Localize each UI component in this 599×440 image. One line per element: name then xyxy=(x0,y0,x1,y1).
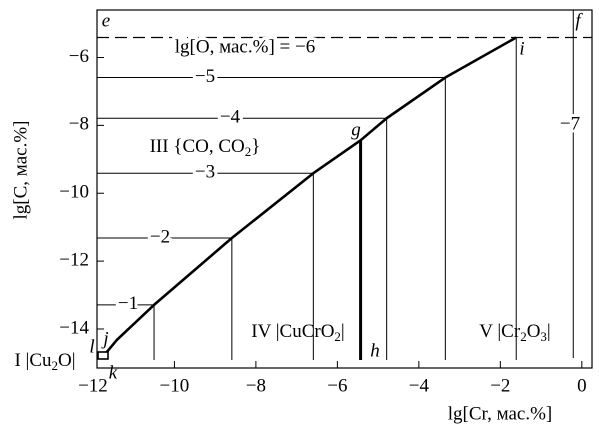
x-tick-label: −4 xyxy=(409,375,430,396)
region-label-part: 2 xyxy=(52,358,59,373)
region-label-part: IV |CuCrO xyxy=(251,321,334,342)
cu2o-box xyxy=(97,351,109,360)
x-tick-label: −2 xyxy=(490,375,510,396)
isoline-label: −4 xyxy=(220,107,241,128)
region-label-part: 2 xyxy=(245,144,252,159)
region-label-part: 3 xyxy=(540,329,547,344)
region-label: III {CO, CO2} xyxy=(150,136,261,159)
region-label-part: V |Cr xyxy=(479,321,521,342)
region-label-part: } xyxy=(251,136,260,157)
x-tick-label: −10 xyxy=(160,375,190,396)
region-label-part: | xyxy=(547,321,551,342)
plot-frame xyxy=(96,9,593,369)
isoline-label: −3 xyxy=(195,162,215,183)
x-tick-label: 0 xyxy=(577,375,587,396)
region-label-part: | xyxy=(341,321,345,342)
point-label: i xyxy=(519,38,524,59)
region-label: V |Cr2O3| xyxy=(479,321,550,344)
isoline-label: −7 xyxy=(560,113,580,134)
x-tick-label: −6 xyxy=(327,375,347,396)
o-label: lg[O, мас.%] = −6 xyxy=(175,36,315,57)
y-tick-label: −6 xyxy=(69,46,89,67)
y-tick-label: −10 xyxy=(59,182,89,203)
y-axis-title: lg[C, мас.%] xyxy=(10,121,31,220)
point-label: j xyxy=(100,328,108,349)
isoline-label: −5 xyxy=(195,66,215,87)
region-label-part: III {CO, CO xyxy=(150,136,245,157)
y-tick-label: −8 xyxy=(69,114,89,135)
boundary-line xyxy=(105,36,517,353)
x-axis-title: lg[Cr, мас.%] xyxy=(448,403,553,424)
point-label: e xyxy=(102,10,110,31)
y-tick-label: −14 xyxy=(59,317,89,338)
x-tick-label: −8 xyxy=(246,375,266,396)
region-label-part: 2 xyxy=(520,329,527,344)
point-label: l xyxy=(89,336,94,357)
point-label: f xyxy=(575,10,583,31)
point-label: k xyxy=(109,362,118,383)
isoline-label: −2 xyxy=(150,226,170,247)
region-label-part: O xyxy=(527,321,541,342)
region-label-part: O| xyxy=(58,350,76,371)
isoline-label: −1 xyxy=(118,293,138,314)
point-label: h xyxy=(370,340,380,361)
x-tick-label: −12 xyxy=(78,375,108,396)
region-label: IV |CuCrO2| xyxy=(251,321,344,344)
point-label: g xyxy=(351,119,361,140)
region-label: I |Cu2O| xyxy=(14,350,75,373)
y-tick-label: −12 xyxy=(59,249,89,270)
region-label-part: 2 xyxy=(334,329,341,344)
region-label-part: I |Cu xyxy=(14,350,52,371)
